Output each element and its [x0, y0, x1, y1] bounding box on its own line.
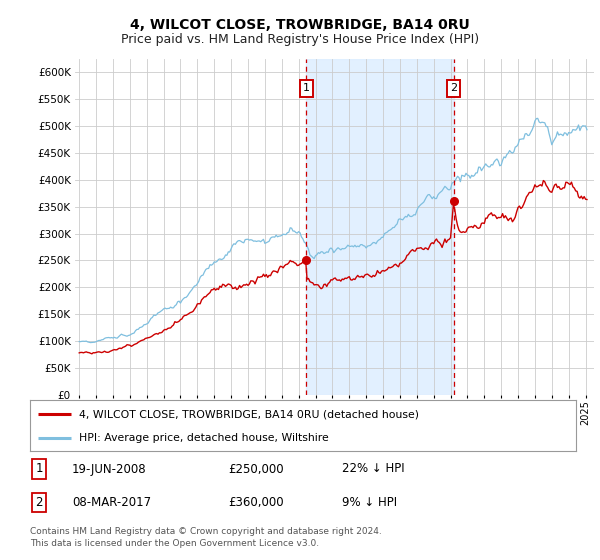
Text: £360,000: £360,000	[228, 496, 284, 509]
Text: 2: 2	[35, 496, 43, 509]
Text: 19-JUN-2008: 19-JUN-2008	[72, 463, 146, 475]
Text: £250,000: £250,000	[228, 463, 284, 475]
Text: 9% ↓ HPI: 9% ↓ HPI	[342, 496, 397, 509]
Text: 22% ↓ HPI: 22% ↓ HPI	[342, 463, 404, 475]
Text: HPI: Average price, detached house, Wiltshire: HPI: Average price, detached house, Wilt…	[79, 433, 329, 443]
Text: 08-MAR-2017: 08-MAR-2017	[72, 496, 151, 509]
Text: Contains HM Land Registry data © Crown copyright and database right 2024.
This d: Contains HM Land Registry data © Crown c…	[30, 527, 382, 548]
Text: 4, WILCOT CLOSE, TROWBRIDGE, BA14 0RU: 4, WILCOT CLOSE, TROWBRIDGE, BA14 0RU	[130, 18, 470, 32]
Text: 2: 2	[450, 83, 457, 94]
Text: 1: 1	[35, 463, 43, 475]
Text: 1: 1	[303, 83, 310, 94]
Text: Price paid vs. HM Land Registry's House Price Index (HPI): Price paid vs. HM Land Registry's House …	[121, 32, 479, 46]
Bar	[307, 59, 454, 395]
Text: 4, WILCOT CLOSE, TROWBRIDGE, BA14 0RU (detached house): 4, WILCOT CLOSE, TROWBRIDGE, BA14 0RU (d…	[79, 409, 419, 419]
